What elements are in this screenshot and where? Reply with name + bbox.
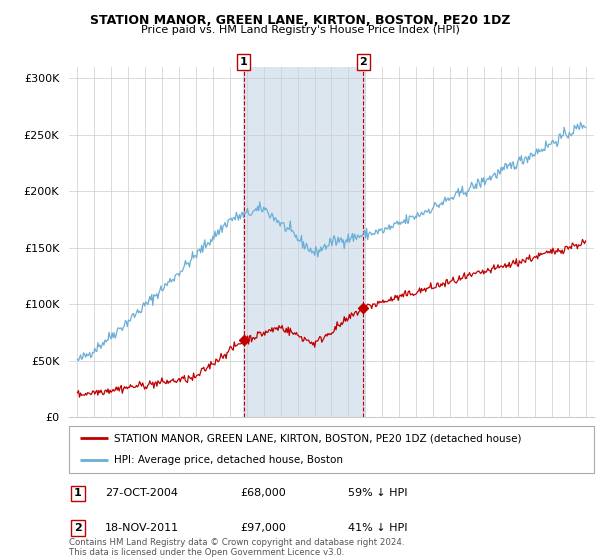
Bar	[243, 67, 364, 417]
Text: 18-NOV-2011: 18-NOV-2011	[105, 523, 179, 533]
Text: 59% ↓ HPI: 59% ↓ HPI	[348, 488, 407, 498]
Text: STATION MANOR, GREEN LANE, KIRTON, BOSTON, PE20 1DZ: STATION MANOR, GREEN LANE, KIRTON, BOSTO…	[90, 14, 510, 27]
Text: 27-OCT-2004: 27-OCT-2004	[105, 488, 178, 498]
Text: 41% ↓ HPI: 41% ↓ HPI	[348, 523, 407, 533]
Text: 1: 1	[74, 488, 82, 498]
Text: STATION MANOR, GREEN LANE, KIRTON, BOSTON, PE20 1DZ (detached house): STATION MANOR, GREEN LANE, KIRTON, BOSTO…	[113, 433, 521, 444]
Text: 2: 2	[359, 57, 367, 67]
FancyBboxPatch shape	[69, 426, 594, 473]
Text: Price paid vs. HM Land Registry's House Price Index (HPI): Price paid vs. HM Land Registry's House …	[140, 25, 460, 35]
Text: 2: 2	[74, 523, 82, 533]
Text: 1: 1	[240, 57, 248, 67]
Text: HPI: Average price, detached house, Boston: HPI: Average price, detached house, Bost…	[113, 455, 343, 465]
Text: £68,000: £68,000	[240, 488, 286, 498]
Text: Contains HM Land Registry data © Crown copyright and database right 2024.
This d: Contains HM Land Registry data © Crown c…	[69, 538, 404, 557]
Text: £97,000: £97,000	[240, 523, 286, 533]
